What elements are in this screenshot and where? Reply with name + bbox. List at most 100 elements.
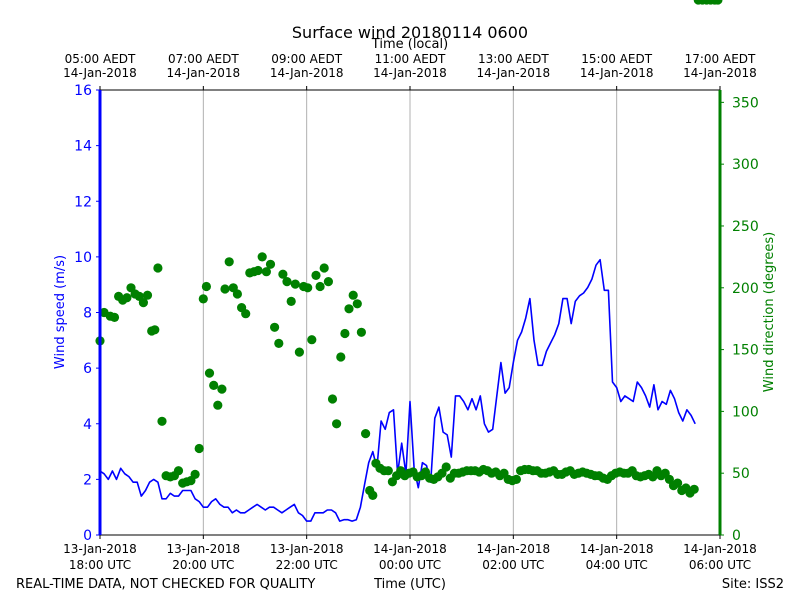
wind-direction-point: [383, 466, 393, 476]
wind-direction-point: [441, 462, 451, 472]
top-axis-label: Time (local): [371, 37, 448, 52]
left-tick-label: 2: [83, 472, 92, 488]
left-axis-label: Wind speed (m/s): [53, 255, 68, 369]
right-axis-label: Wind direction (degrees): [762, 232, 777, 392]
wind-direction-point: [213, 400, 223, 410]
bottom-tick-label-time: 06:00 UTC: [689, 558, 751, 572]
right-axis-ticks: 0 50 100 150 200 250 300 350: [720, 95, 759, 544]
bottom-tick-label-time: 18:00 UTC: [69, 558, 131, 572]
top-tick-label-date: 14-Jan-2018: [270, 66, 344, 80]
top-tick-label-date: 14-Jan-2018: [683, 66, 757, 80]
top-tick-label-time: 07:00 AEDT: [168, 52, 239, 66]
wind-direction-point: [323, 277, 333, 287]
left-tick-label: 8: [83, 306, 92, 322]
wind-direction-point: [198, 294, 208, 304]
wind-direction-point: [232, 289, 242, 299]
wind-direction-point: [361, 429, 371, 439]
wind-direction-point: [209, 380, 219, 390]
wind-direction-point: [290, 279, 300, 289]
left-tick-label: 12: [74, 194, 92, 210]
wind-direction-point: [201, 281, 211, 292]
wind-direction-point: [511, 474, 521, 484]
left-axis-ticks: 0 2 4 6 8 10 12 14 16: [74, 83, 100, 544]
wind-direction-point: [265, 259, 276, 269]
wind-direction-point: [673, 478, 683, 488]
right-tick-label: 300: [732, 157, 759, 173]
top-tick-label-date: 14-Jan-2018: [167, 66, 241, 80]
bottom-tick-label-date: 14-Jan-2018: [477, 542, 551, 556]
bottom-tick-label-date: 14-Jan-2018: [580, 542, 654, 556]
wind-direction-point: [356, 327, 366, 337]
wind-direction-point: [278, 269, 288, 279]
wind-direction-point: [344, 304, 354, 314]
wind-direction-point: [224, 257, 234, 267]
bottom-tick-label-date: 14-Jan-2018: [683, 542, 757, 556]
wind-direction-point: [352, 299, 362, 309]
wind-direction-point: [336, 352, 346, 362]
top-tick-label-time: 11:00 AEDT: [375, 52, 446, 66]
wind-direction-point: [241, 309, 251, 319]
right-tick-label: 100: [732, 404, 759, 420]
wind-direction-point: [173, 466, 184, 476]
wind-direction-point: [150, 325, 160, 335]
wind-direction-point: [204, 368, 215, 378]
left-tick-label: 10: [74, 250, 92, 266]
top-tick-label-date: 14-Jan-2018: [63, 66, 137, 80]
bottom-tick-label-date: 13-Jan-2018: [63, 542, 137, 556]
right-tick-label: 350: [732, 95, 759, 111]
gridlines: [202, 90, 618, 535]
series-layer: [95, 0, 723, 522]
wind-direction-point: [270, 322, 280, 332]
left-tick-label: 6: [83, 361, 92, 377]
bottom-tick-label-time: 02:00 UTC: [482, 558, 544, 572]
wind-direction-point: [261, 267, 271, 277]
wind-direction-point: [348, 290, 358, 300]
wind-direction-point: [307, 335, 317, 345]
x-axis-label: Time (UTC): [373, 577, 446, 592]
wind-direction-point: [282, 277, 292, 287]
wind-direction-point: [220, 284, 230, 294]
wind-direction-point: [332, 419, 342, 429]
left-tick-label: 16: [74, 83, 92, 99]
right-tick-label: 250: [732, 219, 759, 235]
footer-site: Site: ISS2: [722, 577, 784, 592]
wind-direction-point: [109, 312, 120, 322]
wind-direction-point: [368, 490, 378, 500]
wind-direction-point: [194, 443, 204, 454]
wind-direction-point: [253, 265, 263, 276]
right-tick-label: 200: [732, 281, 759, 297]
left-tick-label: 0: [83, 528, 92, 544]
top-tick-label-time: 17:00 AEDT: [685, 52, 756, 66]
wind-direction-point: [153, 263, 163, 273]
wind-direction-point: [286, 296, 296, 306]
wind-direction-point: [689, 484, 699, 494]
left-tick-label: 4: [83, 417, 92, 433]
wind-direction-point: [142, 290, 153, 300]
wind-direction-point: [138, 298, 148, 308]
top-tick-label-time: 15:00 AEDT: [581, 52, 652, 66]
wind-direction-point: [713, 0, 723, 5]
wind-direction-point: [294, 347, 304, 357]
wind-direction-point: [122, 293, 132, 303]
wind-direction-point: [319, 263, 329, 273]
top-tick-label-date: 14-Jan-2018: [373, 66, 447, 80]
top-tick-label-time: 09:00 AEDT: [271, 52, 342, 66]
wind-direction-point: [315, 281, 325, 292]
bottom-tick-label-date: 14-Jan-2018: [373, 542, 447, 556]
bottom-tick-label-time: 00:00 UTC: [379, 558, 441, 572]
bottom-tick-label-time: 22:00 UTC: [276, 558, 338, 572]
wind-direction-point: [257, 252, 267, 262]
footer-quality-note: REAL-TIME DATA, NOT CHECKED FOR QUALITY: [16, 577, 315, 592]
wind-direction-point: [190, 469, 200, 479]
right-tick-label: 50: [732, 466, 750, 482]
wind-direction-point: [327, 394, 338, 404]
top-tick-label-time: 05:00 AEDT: [65, 52, 136, 66]
right-tick-label: 150: [732, 343, 759, 359]
wind-direction-point: [311, 270, 321, 280]
right-tick-label: 0: [732, 528, 741, 544]
wind-direction-point: [340, 328, 350, 339]
bottom-tick-label-date: 13-Jan-2018: [270, 542, 344, 556]
